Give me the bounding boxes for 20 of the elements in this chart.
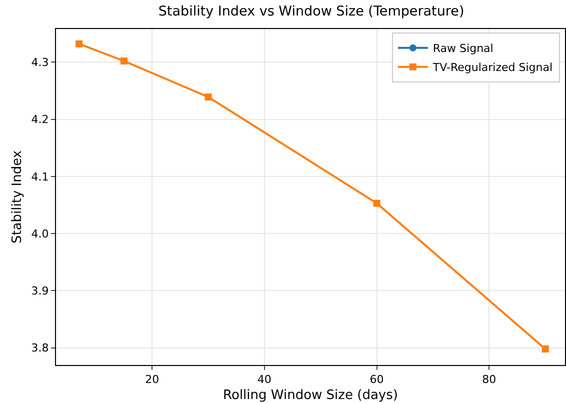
point xyxy=(204,94,212,100)
point xyxy=(76,40,83,48)
y-tick-label: 4.1 xyxy=(31,170,49,184)
y-tick-label: 4.0 xyxy=(31,227,49,240)
y-tick-label: 4.3 xyxy=(31,56,49,69)
point xyxy=(373,200,380,207)
x-tick-label: 80 xyxy=(482,373,496,386)
y-tick-label: 3.9 xyxy=(31,284,49,298)
point xyxy=(542,346,549,352)
y-axis-title: Stability Index xyxy=(10,150,26,244)
x-tick-label: 60 xyxy=(370,373,384,386)
x-axis-title: Rolling Window Size (days) xyxy=(223,388,398,403)
x-tick-label: 40 xyxy=(257,373,272,386)
x-tick-label: 20 xyxy=(145,373,160,386)
chart-title: Stability Index vs Window Size (Temperature) xyxy=(158,3,464,20)
legend-label: Raw Signal xyxy=(432,42,494,56)
y-tick-label: 4.2 xyxy=(31,113,49,126)
y-tick-label: 3.8 xyxy=(31,342,49,355)
legend-label: TV-Regularized Signal xyxy=(432,61,553,74)
point xyxy=(120,58,128,64)
